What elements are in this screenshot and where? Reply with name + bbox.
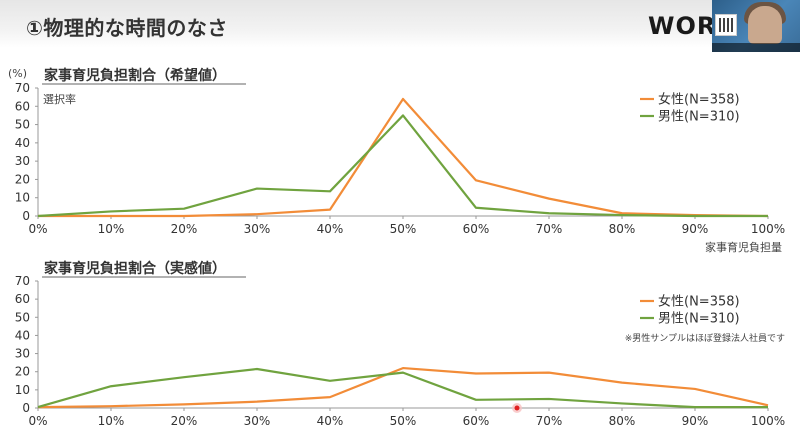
y-tick-label: 30 — [15, 154, 30, 168]
x-tick-label: 40% — [317, 222, 344, 236]
x-tick-label: 10% — [98, 222, 125, 236]
chart1-title: 家事育児負担割合（希望値） — [44, 67, 226, 84]
x-tick-label: 80% — [609, 414, 636, 428]
x-tick-label: 50% — [390, 222, 417, 236]
y-tick-label: 40 — [15, 328, 30, 342]
y-tick-label: 60 — [15, 292, 30, 306]
slide-title: ①物理的な時間のなさ — [26, 16, 228, 40]
y-tick-label: 20 — [15, 365, 30, 379]
y-tick-label: 70 — [15, 274, 30, 288]
x-tick-label: 90% — [682, 222, 709, 236]
x-tick-label: 0% — [28, 414, 47, 428]
x-tick-label: 20% — [171, 414, 198, 428]
y-tick-label: 70 — [15, 81, 30, 95]
chart2-title: 家事育児負担割合（実感値） — [44, 260, 226, 277]
series-line-female — [37, 366, 769, 409]
chart2-note: ※男性サンプルはほぼ登録法人社員です — [625, 332, 785, 344]
slide-header — [0, 0, 800, 48]
x-tick-label: 80% — [609, 222, 636, 236]
x-tick-label: 90% — [682, 414, 709, 428]
chart1-ylabel: 選択率 — [43, 92, 76, 106]
legend-label: 男性(N=310) — [658, 312, 740, 327]
y-tick-label: 10 — [15, 383, 30, 397]
series-line-male — [37, 114, 768, 218]
cursor-icon — [512, 403, 522, 413]
x-tick-label: 60% — [463, 414, 490, 428]
x-tick-label: 60% — [463, 222, 490, 236]
y-tick-label: 60 — [15, 99, 30, 113]
logo: WOR — [648, 12, 717, 40]
chart1-plot: 0 10 20 30 40 50 60 70 0% 10% 20% 30% 40% 50% 60% 70% 80… — [15, 81, 785, 236]
y-tick-label: 20 — [15, 172, 30, 186]
legend-label: 男性(N=310) — [658, 110, 740, 125]
legend-label: 女性(N=358) — [658, 92, 740, 108]
x-tick-label: 100% — [751, 414, 785, 428]
x-tick-label: 40% — [317, 414, 344, 428]
legend-label: 女性(N=358) — [658, 294, 740, 310]
y-tick-label: 50 — [15, 118, 30, 132]
y-tick-label: 30 — [15, 347, 30, 361]
presenter-face — [748, 6, 782, 44]
x-tick-label: 100% — [751, 222, 785, 236]
y-tick-label: 40 — [15, 136, 30, 150]
y-tick-label: 0 — [22, 209, 30, 223]
qr-code-icon — [715, 14, 737, 36]
x-tick-label: 50% — [390, 414, 417, 428]
webcam-video-icon — [712, 0, 800, 52]
x-tick-label: 0% — [28, 222, 47, 236]
y-tick-label: 50 — [15, 310, 30, 324]
chart1-xlabel: 家事育児負担量 — [705, 240, 782, 254]
webcam-caption-bar — [712, 43, 800, 52]
x-tick-label: 30% — [244, 222, 271, 236]
x-tick-label: 20% — [171, 222, 198, 236]
chart2-plot: 0 10 20 30 40 50 60 70 0% 10% 20% 30% 40% 50% 60% 70% 80… — [15, 274, 785, 428]
y-tick-label: 10 — [15, 191, 30, 205]
x-tick-label: 70% — [536, 222, 563, 236]
series-line-male — [37, 367, 768, 409]
unit-label: (%) — [8, 67, 27, 80]
x-tick-label: 70% — [536, 414, 563, 428]
y-tick-label: 0 — [22, 401, 30, 415]
x-tick-label: 10% — [98, 414, 125, 428]
x-tick-label: 30% — [244, 414, 271, 428]
